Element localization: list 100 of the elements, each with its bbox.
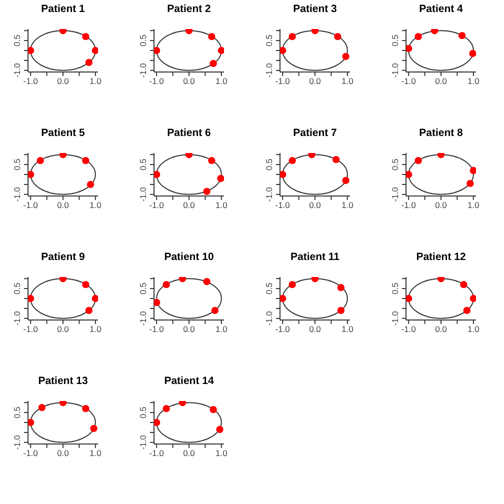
x-tick-label: -1.0 (23, 200, 38, 210)
point (469, 50, 476, 58)
y-tick-label: 0.5 (390, 282, 400, 294)
point (414, 32, 422, 40)
x-tick-label: 0.0 (309, 76, 322, 86)
point (82, 404, 90, 412)
chart-title: Patient 9 (40, 251, 86, 263)
point (334, 32, 342, 40)
point (92, 46, 98, 54)
chart-title: Patient 5 (40, 127, 86, 139)
x-tick-label: -1.0 (23, 324, 38, 334)
x-tick-label: -1.0 (149, 324, 164, 334)
chart-title: Patient 3 (292, 3, 338, 15)
chart-title: Patient 6 (166, 127, 212, 139)
x-tick-label: 1.0 (215, 200, 228, 210)
x-tick-label: 1.0 (341, 324, 354, 334)
x-tick-label: 1.0 (467, 76, 480, 86)
point (211, 306, 219, 314)
x-tick-label: 1.0 (341, 200, 354, 210)
chart-title: Patient 8 (418, 127, 464, 139)
point (458, 32, 466, 40)
point (86, 180, 94, 188)
point (332, 156, 340, 164)
point (162, 280, 170, 288)
x-tick-label: -1.0 (275, 200, 290, 210)
x-tick-label: -1.0 (275, 324, 290, 334)
y-tick-label: 0.5 (138, 406, 148, 418)
x-tick-label: 0.0 (57, 200, 70, 210)
point (162, 404, 170, 412)
point (280, 294, 286, 302)
x-tick-label: 0.0 (183, 76, 196, 86)
x-tick-label: -1.0 (401, 324, 416, 334)
chart-title: Patient 11 (289, 251, 341, 263)
x-tick-label: 1.0 (89, 448, 102, 458)
y-tick-label: 0.5 (138, 282, 148, 294)
chart-title: Patient 13 (37, 375, 89, 387)
point (414, 156, 422, 164)
point (154, 418, 160, 426)
x-tick-label: 0.0 (183, 200, 196, 210)
x-tick-label: -1.0 (401, 76, 416, 86)
y-tick-label: 0.5 (12, 34, 22, 46)
x-tick-label: 0.0 (435, 200, 448, 210)
point (217, 174, 224, 182)
point (85, 58, 93, 66)
point (288, 156, 296, 164)
x-tick-label: 0.0 (309, 324, 322, 334)
point (92, 294, 98, 302)
chart-title: Patient 10 (163, 251, 215, 263)
point (466, 180, 474, 188)
x-tick-label: -1.0 (149, 76, 164, 86)
chart-title: Patient 1 (40, 3, 86, 15)
x-tick-label: 1.0 (89, 76, 102, 86)
y-tick-label: 0.5 (264, 158, 274, 170)
point (82, 280, 90, 288)
y-tick-label: 0.5 (12, 406, 22, 418)
point (463, 306, 471, 314)
point (288, 32, 296, 40)
x-tick-label: 1.0 (467, 324, 480, 334)
point (218, 46, 224, 54)
point (288, 280, 296, 288)
y-tick-label: 0.5 (390, 158, 400, 170)
point (337, 284, 345, 292)
point (342, 52, 350, 60)
chart-title: Patient 4 (418, 3, 464, 15)
x-tick-label: -1.0 (401, 200, 416, 210)
x-tick-label: 1.0 (215, 324, 228, 334)
x-tick-label: -1.0 (149, 448, 164, 458)
x-tick-label: 1.0 (89, 200, 102, 210)
point (342, 176, 350, 184)
y-tick-label: 0.5 (264, 282, 274, 294)
chart-title: Patient 7 (292, 127, 338, 139)
point (85, 306, 93, 314)
x-tick-label: 0.0 (435, 324, 448, 334)
point (82, 156, 90, 164)
point (82, 32, 90, 40)
point (406, 170, 412, 178)
y-tick-label: 0.5 (138, 158, 148, 170)
x-tick-label: 0.0 (435, 76, 448, 86)
point (154, 298, 160, 306)
point (406, 44, 412, 52)
point (210, 406, 217, 414)
point (203, 188, 210, 196)
point (470, 294, 476, 302)
x-tick-label: 0.0 (183, 448, 196, 458)
x-tick-label: 1.0 (341, 76, 354, 86)
point (216, 426, 224, 434)
x-tick-label: -1.0 (23, 448, 38, 458)
point (280, 46, 286, 54)
point (470, 166, 476, 174)
point (38, 404, 46, 412)
point (208, 32, 216, 40)
x-tick-label: 0.0 (57, 324, 70, 334)
x-tick-label: -1.0 (23, 76, 38, 86)
x-tick-label: 1.0 (89, 324, 102, 334)
point (28, 418, 34, 426)
x-tick-label: 0.0 (57, 448, 70, 458)
x-tick-label: 0.0 (183, 324, 196, 334)
x-tick-label: 1.0 (215, 76, 228, 86)
y-tick-label: 0.5 (12, 158, 22, 170)
chart-title: Patient 12 (415, 251, 467, 263)
